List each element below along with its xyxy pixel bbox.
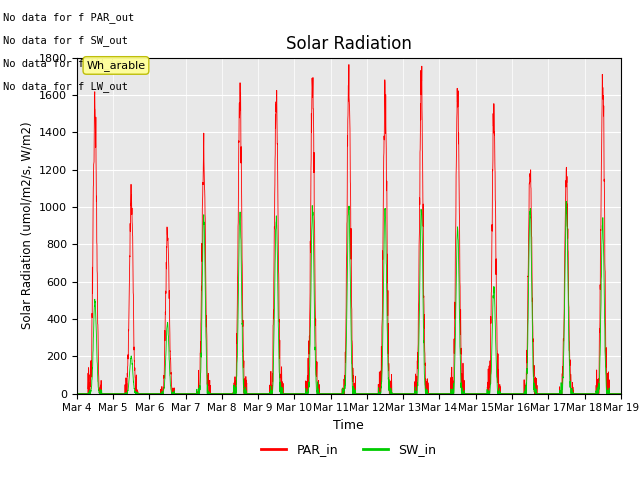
Line: PAR_in: PAR_in bbox=[77, 65, 621, 394]
Text: No data for f SW_out: No data for f SW_out bbox=[3, 35, 128, 46]
PAR_in bbox=[617, 391, 625, 396]
X-axis label: Time: Time bbox=[333, 419, 364, 432]
SW_in bbox=[167, 387, 175, 393]
Y-axis label: Solar Radiation (umol/m2/s, W/m2): Solar Radiation (umol/m2/s, W/m2) bbox=[20, 122, 33, 329]
SW_in bbox=[282, 391, 289, 396]
SW_in bbox=[563, 198, 570, 204]
Text: No data for f PAR_out: No data for f PAR_out bbox=[3, 12, 134, 23]
Text: No data for f LW_in: No data for f LW_in bbox=[3, 58, 122, 69]
SW_in bbox=[617, 391, 625, 396]
PAR_in bbox=[73, 391, 81, 396]
Line: SW_in: SW_in bbox=[77, 201, 621, 394]
SW_in bbox=[305, 379, 313, 385]
Title: Solar Radiation: Solar Radiation bbox=[286, 35, 412, 53]
PAR_in bbox=[167, 370, 175, 375]
SW_in bbox=[135, 391, 143, 396]
Legend: PAR_in, SW_in: PAR_in, SW_in bbox=[257, 438, 441, 461]
SW_in bbox=[73, 391, 81, 396]
SW_in bbox=[548, 391, 556, 396]
SW_in bbox=[607, 391, 614, 396]
PAR_in bbox=[305, 338, 313, 344]
PAR_in bbox=[548, 391, 556, 396]
Text: No data for f LW_out: No data for f LW_out bbox=[3, 81, 128, 92]
Text: Wh_arable: Wh_arable bbox=[86, 60, 145, 71]
PAR_in bbox=[345, 62, 353, 68]
PAR_in bbox=[135, 391, 143, 396]
PAR_in bbox=[607, 391, 614, 396]
PAR_in bbox=[282, 391, 289, 396]
